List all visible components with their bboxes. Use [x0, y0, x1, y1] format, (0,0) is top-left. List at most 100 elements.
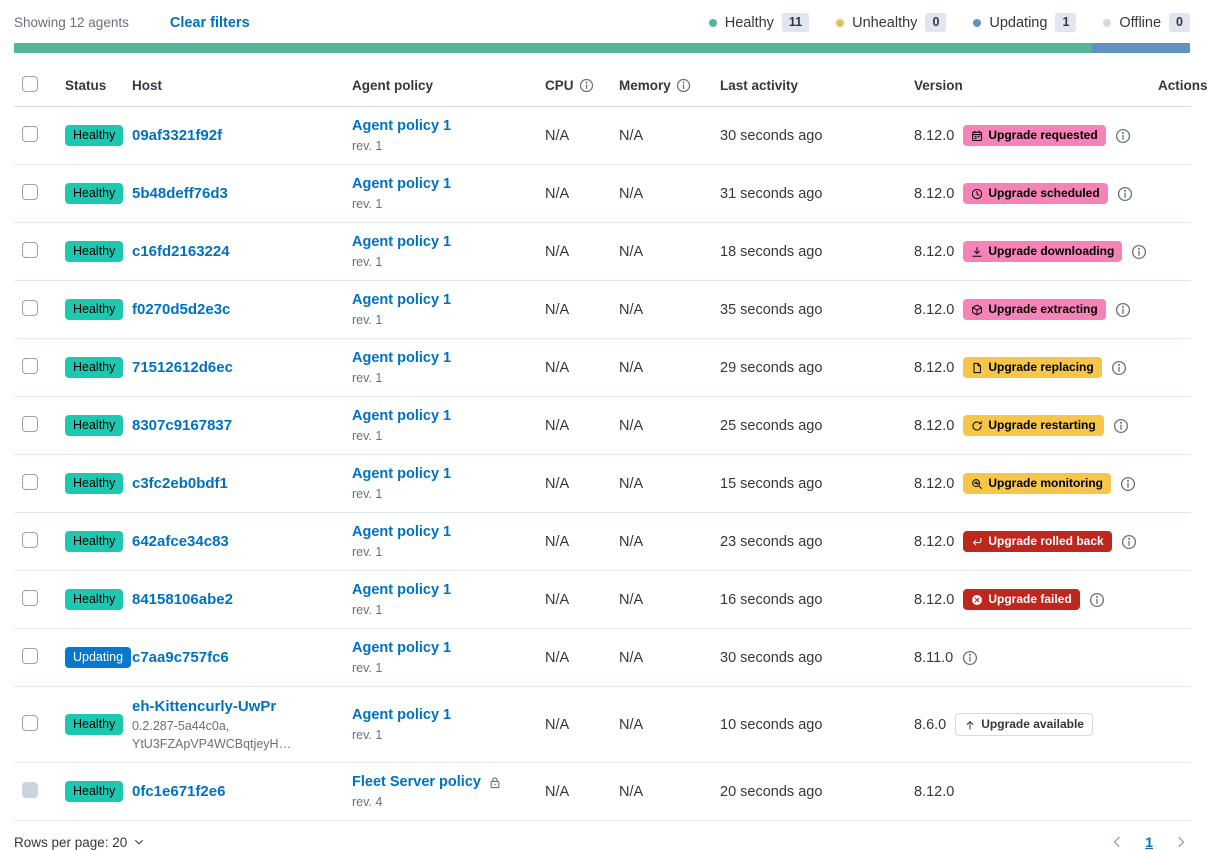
info-icon[interactable]: [650, 128, 666, 144]
actions-menu-icon[interactable]: [1166, 715, 1183, 731]
actions-menu-icon[interactable]: [1166, 590, 1183, 606]
host-link[interactable]: c7aa9c757fc6: [132, 649, 229, 666]
host-link[interactable]: 09af3321f92f: [132, 127, 223, 144]
actions-menu-icon[interactable]: [1166, 300, 1183, 316]
policy-revision: rev. 1: [352, 313, 383, 327]
upgrade-info-icon[interactable]: [1111, 360, 1127, 376]
info-icon[interactable]: [576, 476, 592, 492]
agent-policy-link[interactable]: Agent policy 1: [352, 707, 452, 723]
actions-menu-icon[interactable]: [1166, 126, 1183, 142]
info-icon[interactable]: [576, 128, 592, 144]
upgrade-status-badge: Upgrade replacing: [963, 357, 1102, 378]
row-checkbox[interactable]: [22, 415, 38, 432]
info-icon[interactable]: [576, 418, 592, 434]
actions-menu-icon[interactable]: [1166, 648, 1183, 664]
host-link[interactable]: 8307c9167837: [132, 417, 233, 434]
row-checkbox[interactable]: [22, 357, 38, 374]
next-page-button[interactable]: [1173, 834, 1189, 850]
agent-policy-link[interactable]: Agent policy 1: [352, 118, 452, 134]
agent-policy-link[interactable]: Agent policy 1: [352, 292, 452, 308]
info-icon[interactable]: [576, 244, 592, 260]
info-icon[interactable]: [576, 302, 592, 318]
host-link[interactable]: 71512612d6ec: [132, 359, 233, 376]
info-icon[interactable]: [650, 418, 666, 434]
upgrade-info-icon[interactable]: [1121, 534, 1137, 550]
host-link[interactable]: eh-Kittencurly-UwPr: [132, 698, 277, 715]
info-icon[interactable]: [576, 360, 592, 376]
info-icon[interactable]: [650, 360, 666, 376]
clear-filters-link[interactable]: Clear filters: [169, 14, 250, 31]
agent-policy-link[interactable]: Fleet Server policy: [352, 774, 481, 790]
column-header-actions: Actions: [1150, 61, 1208, 107]
last-activity: 25 seconds ago: [720, 417, 823, 434]
host-link[interactable]: c3fc2eb0bdf1: [132, 475, 228, 492]
actions-menu-icon[interactable]: [1166, 358, 1183, 374]
agent-policy-link[interactable]: Agent policy 1: [352, 466, 452, 482]
agent-health-bar: [14, 43, 1190, 53]
upgrade-info-icon[interactable]: [1115, 128, 1131, 144]
page-number-button[interactable]: 1: [1145, 834, 1153, 850]
legend-label: Updating: [989, 14, 1048, 31]
info-icon[interactable]: [650, 784, 666, 800]
agent-policy-link[interactable]: Agent policy 1: [352, 582, 452, 598]
upgrade-info-icon[interactable]: [1120, 476, 1136, 492]
host-link[interactable]: 84158106abe2: [132, 591, 233, 608]
rows-per-page-button[interactable]: Rows per page: 20: [14, 835, 145, 850]
agent-policy-link[interactable]: Agent policy 1: [352, 350, 452, 366]
info-icon[interactable]: [576, 186, 592, 202]
info-icon[interactable]: [676, 78, 691, 93]
host-link[interactable]: c16fd2163224: [132, 243, 230, 260]
row-checkbox[interactable]: [22, 241, 38, 258]
row-checkbox[interactable]: [22, 647, 38, 664]
host-link[interactable]: f0270d5d2e3c: [132, 301, 231, 318]
info-icon[interactable]: [650, 244, 666, 260]
info-icon[interactable]: [650, 534, 666, 550]
row-checkbox[interactable]: [22, 531, 38, 548]
info-icon[interactable]: [576, 717, 592, 733]
last-activity: 23 seconds ago: [720, 533, 823, 550]
info-icon[interactable]: [576, 650, 592, 666]
actions-menu-icon[interactable]: [1166, 782, 1183, 798]
status-badge: Healthy: [65, 125, 124, 146]
row-checkbox[interactable]: [22, 473, 38, 490]
row-checkbox[interactable]: [22, 299, 38, 316]
legend-item-updating: Updating 1: [973, 13, 1077, 32]
last-activity: 15 seconds ago: [720, 475, 823, 492]
agent-policy-link[interactable]: Agent policy 1: [352, 524, 452, 540]
upgrade-info-icon[interactable]: [1089, 592, 1105, 608]
info-icon[interactable]: [650, 650, 666, 666]
upgrade-info-icon[interactable]: [1113, 418, 1129, 434]
agent-policy-link[interactable]: Agent policy 1: [352, 234, 452, 250]
upgrade-info-icon[interactable]: [1117, 186, 1133, 202]
info-icon[interactable]: [650, 476, 666, 492]
agent-policy-link[interactable]: Agent policy 1: [352, 176, 452, 192]
info-icon[interactable]: [650, 186, 666, 202]
info-icon[interactable]: [579, 78, 594, 93]
info-icon[interactable]: [576, 534, 592, 550]
agent-policy-link[interactable]: Agent policy 1: [352, 408, 452, 424]
actions-menu-icon[interactable]: [1166, 184, 1183, 200]
host-link[interactable]: 642afce34c83: [132, 533, 229, 550]
row-checkbox[interactable]: [22, 183, 38, 200]
actions-menu-icon[interactable]: [1166, 474, 1183, 490]
actions-menu-icon[interactable]: [1166, 416, 1183, 432]
upgrade-info-icon[interactable]: [1131, 244, 1147, 260]
info-icon[interactable]: [650, 717, 666, 733]
row-checkbox[interactable]: [22, 589, 38, 606]
previous-page-button[interactable]: [1109, 834, 1125, 850]
agent-policy-link[interactable]: Agent policy 1: [352, 640, 452, 656]
status-badge: Healthy: [65, 781, 124, 802]
info-icon[interactable]: [576, 784, 592, 800]
actions-menu-icon[interactable]: [1166, 532, 1183, 548]
upgrade-info-icon[interactable]: [1115, 302, 1131, 318]
info-icon[interactable]: [650, 302, 666, 318]
info-icon[interactable]: [576, 592, 592, 608]
actions-menu-icon[interactable]: [1166, 242, 1183, 258]
row-checkbox[interactable]: [22, 125, 38, 142]
select-all-checkbox[interactable]: [22, 76, 38, 92]
info-icon[interactable]: [962, 650, 978, 666]
row-checkbox[interactable]: [22, 714, 38, 731]
host-link[interactable]: 0fc1e671f2e6: [132, 783, 226, 800]
host-link[interactable]: 5b48deff76d3: [132, 185, 228, 202]
info-icon[interactable]: [650, 592, 666, 608]
